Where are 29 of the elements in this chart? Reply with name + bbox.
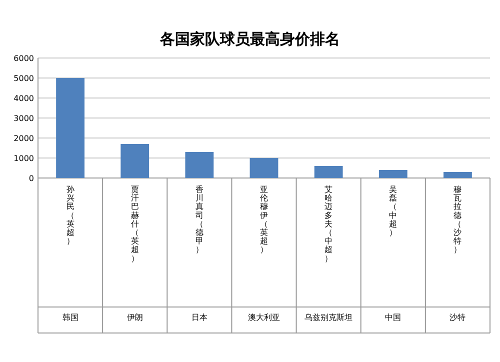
text: 乌兹别克斯坦: [304, 313, 353, 322]
y-tick-label: 5000: [14, 74, 34, 83]
category-label: 艾哈迈多夫（中超）: [324, 185, 333, 263]
bar: [120, 144, 150, 178]
category-label: 贾汗巴赫什（英超）: [130, 185, 139, 263]
text: 澳大利亚: [248, 313, 280, 322]
bar: [250, 158, 278, 178]
text: 中国: [385, 313, 402, 322]
y-tick-label: 4000: [14, 94, 34, 103]
text: 日本: [191, 313, 208, 322]
x-tick-label: 亚伦穆伊（英超）: [260, 185, 268, 254]
y-tick-label: 6000: [14, 54, 34, 63]
y-tick-label: 3000: [14, 114, 34, 123]
bar: [378, 170, 408, 178]
y-tick-label: 1000: [14, 154, 34, 163]
bar: [56, 78, 84, 178]
bar: [185, 152, 214, 178]
bar: [444, 172, 472, 178]
text: 伊朗: [126, 313, 143, 322]
y-tick-label: 2000: [14, 134, 34, 143]
bar: [314, 166, 343, 178]
x-tick-label: 孙兴民（英超）: [66, 185, 74, 246]
x-tick-label: 穆瓦拉德（沙特）: [454, 185, 462, 254]
x-tick-label: 吴磊（中超）: [389, 185, 398, 237]
y-tick-label: 0: [28, 174, 34, 183]
text: 沙特: [450, 313, 466, 322]
x-tick-label: 香川真司（德甲）: [195, 185, 204, 254]
text: 韩国: [62, 313, 78, 322]
chart-title: 各国家队球员最高身价排名: [159, 30, 340, 48]
